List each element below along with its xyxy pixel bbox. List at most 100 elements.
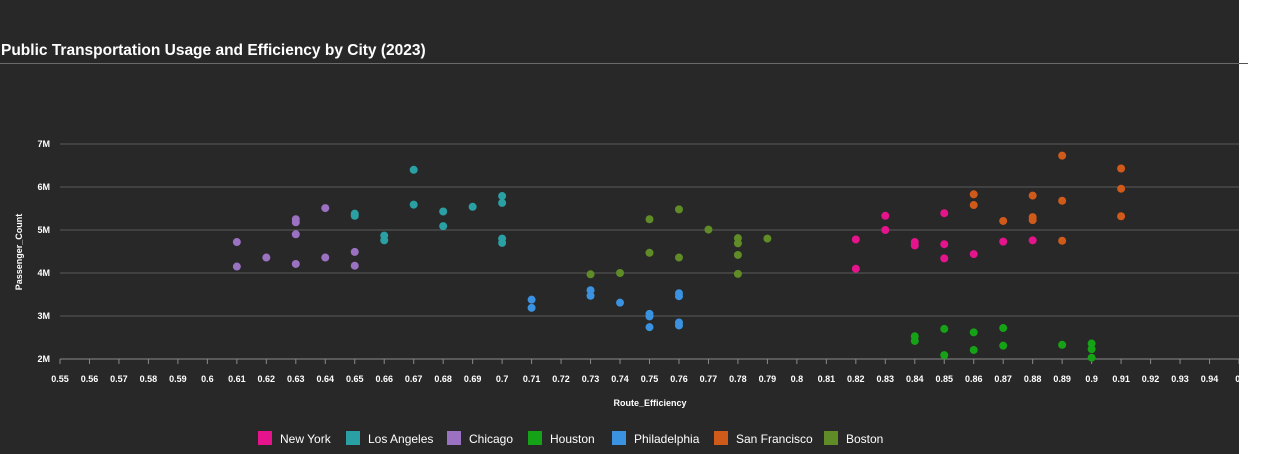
x-tick-label: 0.88 (1024, 374, 1042, 384)
y-tick-label: 3M (37, 311, 50, 321)
x-tick-label: 0.69 (464, 374, 482, 384)
data-point (1058, 236, 1067, 245)
data-point (1117, 164, 1126, 173)
x-axis: 0.55 0.56 0.57 0.58 0.59 0.6 0.61 0.62 0.63 0.64 0… (51, 359, 1239, 384)
legend-label: Chicago (469, 432, 513, 446)
legend-swatch (258, 431, 272, 445)
data-point (733, 250, 742, 259)
data-point (468, 202, 477, 211)
data-point (674, 292, 683, 301)
x-tick-label: 0.89 (1053, 374, 1071, 384)
x-tick-label: 0.68 (434, 374, 452, 384)
x-tick-label: 0.86 (965, 374, 983, 384)
data-point (763, 234, 772, 243)
x-tick-label: 0.91 (1112, 374, 1130, 384)
y-tick-label: 4M (37, 268, 50, 278)
x-tick-label: 0.74 (611, 374, 629, 384)
data-point (1058, 196, 1067, 205)
chart-panel (0, 0, 1239, 454)
scatter-plot: 0.55 0.56 0.57 0.58 0.59 0.6 0.61 0.62 0.63 0.64 0… (14, 139, 1239, 446)
title-divider (0, 63, 1239, 64)
data-point (940, 209, 949, 218)
data-point (232, 262, 241, 271)
legend-label: Houston (550, 432, 595, 446)
x-tick-label: 0.62 (258, 374, 276, 384)
legend: New York Los Angeles Chicago Houston Philade… (258, 431, 883, 446)
x-tick-label: 0.56 (81, 374, 99, 384)
legend-label: Philadelphia (634, 432, 700, 446)
data-point (1087, 339, 1096, 348)
data-point (498, 198, 507, 207)
y-tick-label: 2M (37, 354, 50, 364)
x-tick-label: 0.85 (935, 374, 953, 384)
data-point (851, 235, 860, 244)
data-point (439, 222, 448, 231)
legend-swatch (447, 431, 461, 445)
x-tick-label: 0.73 (582, 374, 600, 384)
data-points (232, 151, 1126, 362)
data-point (527, 303, 536, 312)
data-point (940, 324, 949, 333)
y-tick-label: 6M (37, 182, 50, 192)
x-tick-label: 0.94 (1201, 374, 1219, 384)
legend-swatch (824, 431, 838, 445)
data-point (940, 351, 949, 360)
legend-label: New York (280, 432, 332, 446)
legend-swatch (612, 431, 626, 445)
x-tick-label: 0.66 (375, 374, 393, 384)
data-point (645, 215, 654, 224)
x-tick-label: 0.64 (317, 374, 335, 384)
data-point (851, 264, 860, 273)
x-tick-label: 0.55 (51, 374, 69, 384)
x-tick-label: 0.9 (1085, 374, 1098, 384)
legend-label: Los Angeles (368, 432, 433, 446)
data-point (1058, 151, 1067, 160)
x-tick-label: 0.79 (759, 374, 777, 384)
data-point (439, 207, 448, 216)
data-point (910, 336, 919, 345)
data-point (291, 218, 300, 227)
x-tick-label: 0.6 (201, 374, 214, 384)
data-point (1117, 184, 1126, 193)
data-point (262, 253, 271, 262)
data-point (733, 269, 742, 278)
data-point (1028, 236, 1037, 245)
data-point (409, 200, 418, 209)
data-point (645, 323, 654, 332)
x-tick-label: 0. (1235, 374, 1239, 384)
data-point (645, 248, 654, 257)
edge-tick (1239, 63, 1248, 64)
legend-swatch (714, 431, 728, 445)
data-point (1087, 353, 1096, 362)
data-point (733, 239, 742, 248)
data-point (940, 240, 949, 249)
x-tick-label: 0.93 (1171, 374, 1189, 384)
x-tick-label: 0.75 (641, 374, 659, 384)
y-axis-title: Passenger_Count (14, 214, 24, 291)
x-tick-label: 0.67 (405, 374, 423, 384)
data-point (1117, 212, 1126, 221)
data-point (999, 324, 1008, 333)
x-tick-label: 0.83 (877, 374, 895, 384)
data-point (1058, 340, 1067, 349)
data-point (674, 205, 683, 214)
data-point (1087, 345, 1096, 354)
data-point (969, 201, 978, 210)
legend-label: Boston (846, 432, 883, 446)
x-tick-label: 0.72 (552, 374, 570, 384)
data-point (881, 211, 890, 220)
data-point (674, 253, 683, 262)
y-tick-label: 7M (37, 139, 50, 149)
data-point (498, 192, 507, 201)
x-tick-label: 0.61 (228, 374, 246, 384)
x-tick-label: 0.57 (110, 374, 128, 384)
data-point (704, 225, 713, 234)
data-point (291, 230, 300, 239)
x-tick-label: 0.65 (346, 374, 364, 384)
x-tick-label: 0.77 (700, 374, 718, 384)
x-tick-label: 0.71 (523, 374, 541, 384)
data-point (999, 237, 1008, 246)
data-point (291, 259, 300, 268)
data-point (498, 238, 507, 247)
data-point (380, 236, 389, 245)
